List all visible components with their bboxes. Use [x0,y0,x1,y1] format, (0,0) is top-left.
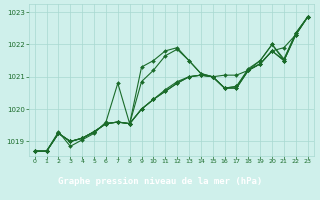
Text: Graphe pression niveau de la mer (hPa): Graphe pression niveau de la mer (hPa) [58,178,262,186]
